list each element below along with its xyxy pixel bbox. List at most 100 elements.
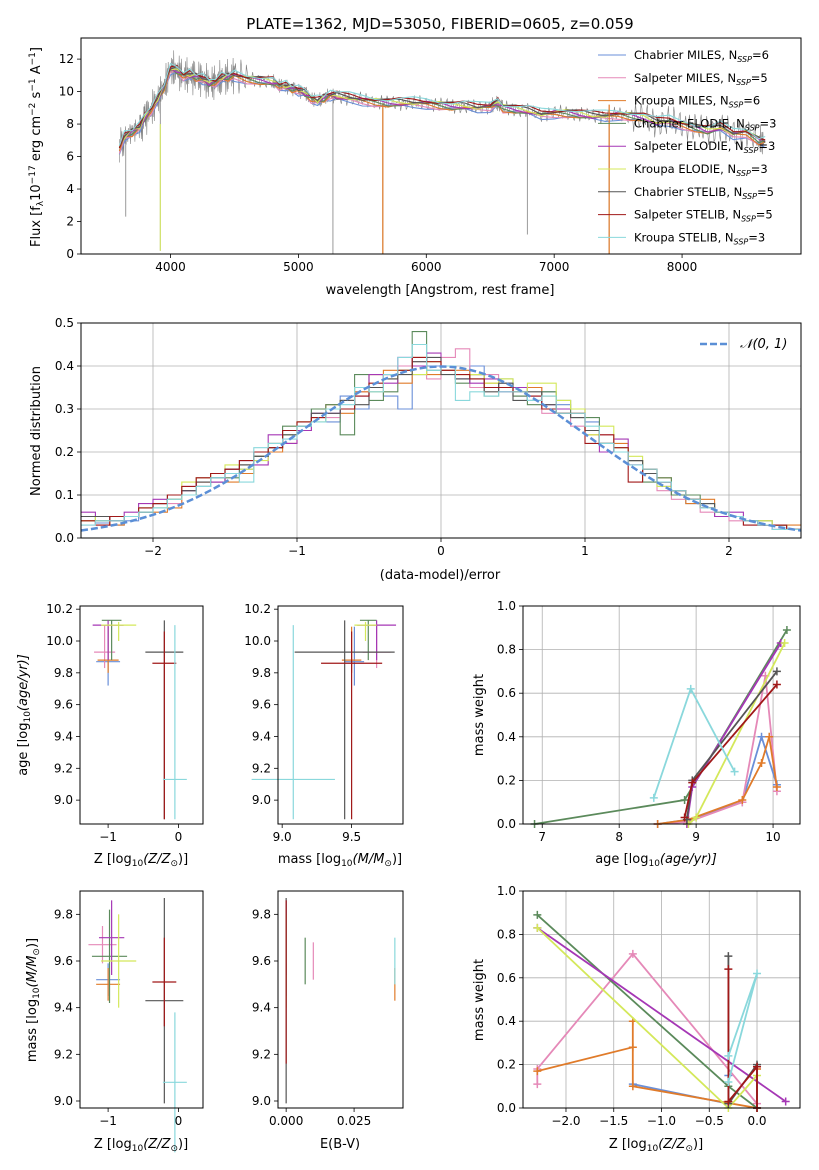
y-tick-label: 9.2 bbox=[252, 761, 271, 775]
x-tick-label: −0.5 bbox=[695, 1114, 724, 1128]
y-tick-label: 10 bbox=[59, 85, 74, 99]
mass-weight-marker bbox=[757, 732, 766, 741]
mass-weight-line bbox=[727, 973, 758, 1083]
p3-xlabel: Z [log10(Z/Z⊙)] bbox=[94, 852, 188, 869]
x-tick-label: 6000 bbox=[411, 260, 442, 274]
spectrum-ylabel: Flux [fλ10−17 erg cm−2 s−1 A−1] bbox=[28, 47, 46, 247]
panel-marks bbox=[92, 619, 187, 820]
y-tick-label: 0.2 bbox=[55, 445, 74, 459]
spectrum-legend: Chabrier MILES, NSSP=6 Salpeter MILES, NS… bbox=[598, 48, 776, 246]
y-tick-label: 0.8 bbox=[497, 643, 516, 657]
y-tick-label: 10.2 bbox=[244, 602, 271, 616]
model-spectrum-line bbox=[118, 65, 766, 149]
p5-xlabel: age [log10(age/yr)] bbox=[595, 852, 717, 869]
mass-weight-marker bbox=[765, 732, 774, 741]
panel-axes-frame bbox=[277, 890, 404, 1109]
panel-marks bbox=[530, 625, 791, 828]
y-tick-label: 9.0 bbox=[252, 1094, 271, 1108]
p4-xlabel: mass [log10(M/M⊙)] bbox=[278, 852, 402, 869]
x-tick-label: 0.0 bbox=[747, 1114, 766, 1128]
legend-label: Kroupa STELIB, NSSP=3 bbox=[634, 230, 765, 246]
mass-weight-marker bbox=[724, 1077, 733, 1086]
mass-weight-marker bbox=[628, 949, 637, 958]
y-tick-label: 9.8 bbox=[252, 907, 271, 921]
residuals-plot-area bbox=[80, 331, 802, 532]
y-tick-label: 9.0 bbox=[54, 1094, 73, 1108]
y-tick-label: 0.2 bbox=[497, 773, 516, 787]
y-tick-label: 10.0 bbox=[46, 634, 73, 648]
x-tick-label: 10 bbox=[765, 830, 780, 844]
y-tick-label: 9.6 bbox=[252, 698, 271, 712]
y-tick-label: 10.0 bbox=[244, 634, 271, 648]
mass-weight-marker bbox=[724, 952, 733, 961]
mass-weight-marker bbox=[628, 1043, 637, 1052]
x-tick-label: −2.0 bbox=[551, 1114, 580, 1128]
y-tick-label: 9.4 bbox=[252, 729, 271, 743]
legend-label: Chabrier MILES, NSSP=6 bbox=[634, 48, 769, 64]
mass-weight-line bbox=[536, 914, 758, 1109]
mass-weight-vs-metallicity-panel: −2.0 −1.5 −1.0 −0.5 0.0 0.0 0.2 0.4 0.6 0.8 1.0 bbox=[497, 884, 801, 1128]
spectrum-axes-frame bbox=[80, 37, 802, 255]
y-tick-label: 0.8 bbox=[497, 927, 516, 941]
residuals-grid: −2 −1 0 1 2 0.0 0.1 0.2 0.3 0.4 0.5 bbox=[55, 316, 801, 558]
mass-weight-marker bbox=[753, 969, 762, 978]
panel-ticks: 7 8 9 10 0.0 0.2 0.4 0.6 0.8 1.0 bbox=[497, 599, 800, 844]
panel-axes-frame bbox=[79, 890, 204, 1109]
mass-weight-marker bbox=[649, 793, 658, 802]
mass-weight-marker bbox=[680, 796, 689, 805]
mass-weight-marker bbox=[780, 639, 789, 648]
legend-label: Chabrier ELODIE, NSSP=3 bbox=[634, 116, 776, 132]
x-tick-label: 0 bbox=[437, 544, 445, 558]
y-tick-label: 0.0 bbox=[55, 531, 74, 545]
panel-marks bbox=[88, 898, 187, 1153]
y-tick-label: 0.4 bbox=[497, 1014, 516, 1028]
residual-histogram-step bbox=[81, 343, 801, 530]
y-tick-label: 9.6 bbox=[54, 954, 73, 968]
residuals-panel: −2 −1 0 1 2 0.0 0.1 0.2 0.3 0.4 0.5 (data-model)/e… bbox=[29, 316, 802, 583]
spectrum-panel: 4000 5000 6000 7000 8000 0 2 4 6 8 10 12 wavelength… bbox=[28, 37, 802, 298]
age-vs-mass-panel: 9.0 9.5 9.0 9.2 9.4 9.6 9.8 10.0 10.2 bbox=[244, 602, 404, 844]
mass-weight-marker bbox=[686, 684, 695, 693]
legend-label: Salpeter MILES, NSSP=5 bbox=[634, 71, 768, 87]
y-tick-label: 9.4 bbox=[252, 1001, 271, 1015]
y-tick-label: 9.6 bbox=[54, 698, 73, 712]
x-tick-label: 9 bbox=[692, 830, 700, 844]
x-tick-label: 9.5 bbox=[342, 830, 361, 844]
panel-axes-frame bbox=[522, 890, 801, 1109]
mass-weight-line bbox=[534, 629, 788, 825]
mass-weight-marker bbox=[772, 667, 781, 676]
x-tick-label: −2 bbox=[144, 544, 162, 558]
age-vs-metallicity-panel: −1 0 9.0 9.2 9.4 9.6 9.8 10.0 10.2 bbox=[46, 602, 204, 844]
mass-weight-marker bbox=[680, 813, 689, 822]
y-tick-label: 10.2 bbox=[46, 602, 73, 616]
mass-weight-marker bbox=[738, 796, 747, 805]
y-tick-label: 9.2 bbox=[54, 1047, 73, 1061]
y-tick-label: 9.4 bbox=[54, 729, 73, 743]
model-spectrum-line bbox=[118, 71, 766, 155]
y-tick-label: 0.4 bbox=[55, 359, 74, 373]
mass-weight-marker bbox=[724, 1051, 733, 1060]
panel-ticks: −1 0 9.0 9.2 9.4 9.6 9.8 bbox=[54, 907, 182, 1128]
y-tick-label: 12 bbox=[59, 52, 74, 66]
x-tick-label: 0.025 bbox=[337, 1114, 371, 1128]
panel-marks bbox=[533, 910, 790, 1112]
x-tick-label: 7 bbox=[538, 830, 546, 844]
x-tick-label: 8000 bbox=[667, 260, 698, 274]
mass-weight-marker bbox=[533, 1080, 542, 1089]
x-tick-label: 0 bbox=[175, 830, 183, 844]
mass-weight-marker bbox=[688, 778, 697, 787]
legend-label: Salpeter STELIB, NSSP=5 bbox=[634, 208, 773, 224]
legend-label: Kroupa MILES, NSSP=6 bbox=[634, 94, 760, 110]
x-tick-label: 5000 bbox=[283, 260, 314, 274]
mass-weight-line bbox=[536, 927, 758, 1110]
panel-marks bbox=[251, 619, 397, 820]
legend-label: Kroupa ELODIE, NSSP=3 bbox=[634, 162, 768, 178]
x-tick-label: 7000 bbox=[539, 260, 570, 274]
y-tick-label: 9.8 bbox=[252, 666, 271, 680]
x-tick-label: 0 bbox=[175, 1114, 183, 1128]
y-tick-label: 0.1 bbox=[55, 488, 74, 502]
x-tick-label: 1 bbox=[581, 544, 589, 558]
spectrum-ticks: 4000 5000 6000 7000 8000 0 2 4 6 8 10 12 bbox=[59, 52, 698, 274]
y-tick-label: 1.0 bbox=[497, 599, 516, 613]
